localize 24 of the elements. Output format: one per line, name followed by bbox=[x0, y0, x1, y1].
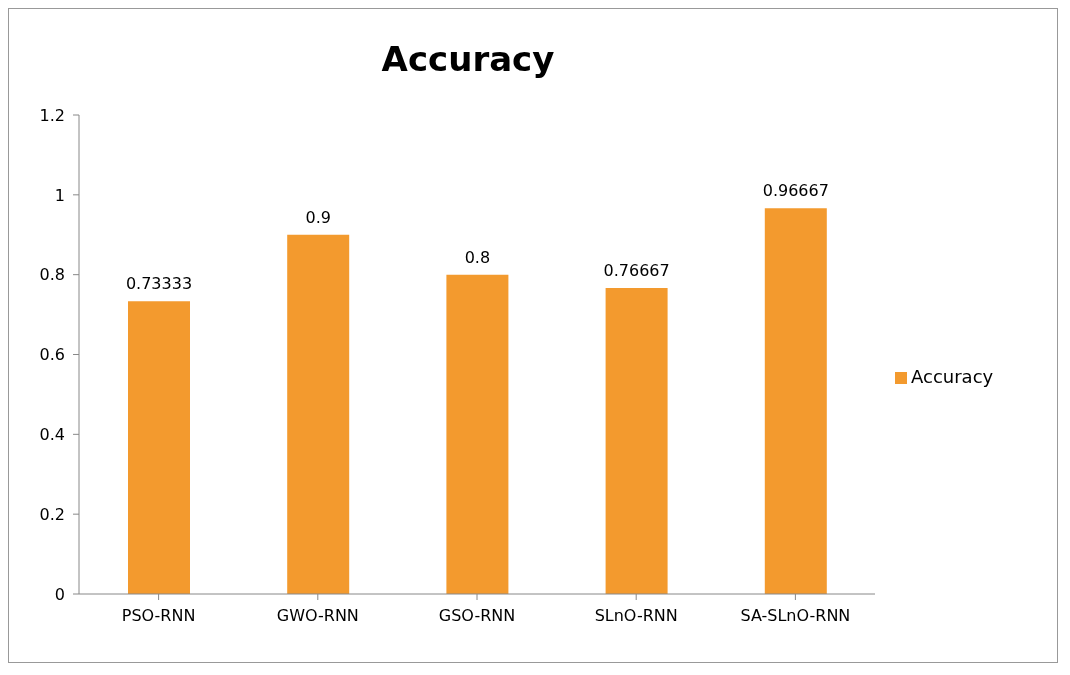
bar bbox=[764, 208, 827, 594]
chart-title: Accuracy bbox=[380, 38, 556, 81]
x-tick-label: PSO-RNN bbox=[121, 606, 196, 626]
bar bbox=[287, 234, 350, 594]
bar bbox=[605, 287, 668, 594]
data-label: 0.8 bbox=[464, 247, 491, 267]
bar bbox=[446, 274, 509, 594]
data-label: 0.76667 bbox=[603, 260, 670, 280]
y-tick-label: 0.4 bbox=[39, 425, 65, 445]
x-tick-label: SA-SLnO-RNN bbox=[740, 606, 851, 626]
y-tick-label: 0.6 bbox=[39, 345, 65, 365]
data-label: 0.73333 bbox=[125, 274, 193, 294]
x-tick-label: GWO-RNN bbox=[276, 606, 359, 626]
legend-label: Accuracy bbox=[911, 366, 994, 387]
x-tick-label: GSO-RNN bbox=[438, 606, 516, 626]
y-tick-label: 1.2 bbox=[39, 105, 65, 125]
y-tick-label: 0.2 bbox=[39, 504, 65, 524]
y-tick-label: 0.8 bbox=[39, 265, 65, 285]
data-label: 0.9 bbox=[305, 207, 331, 227]
y-tick-label: 0 bbox=[54, 584, 65, 604]
x-tick-label: SLnO-RNN bbox=[594, 606, 678, 626]
y-tick-label: 1 bbox=[54, 185, 65, 205]
bar bbox=[128, 301, 190, 594]
data-label: 0.96667 bbox=[762, 181, 829, 201]
